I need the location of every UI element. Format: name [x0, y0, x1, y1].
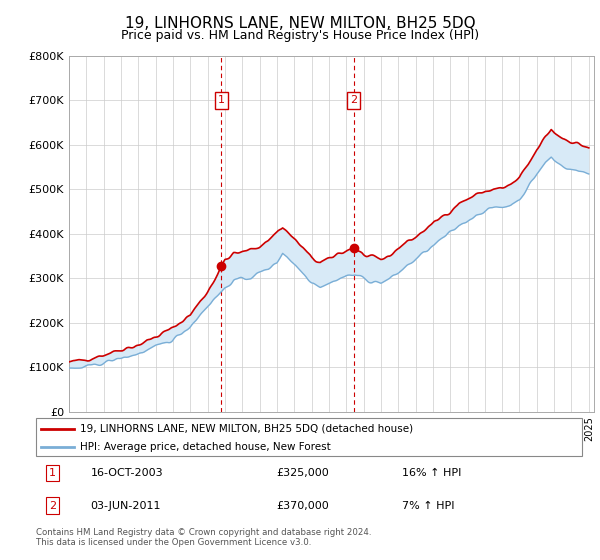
Text: Contains HM Land Registry data © Crown copyright and database right 2024.
This d: Contains HM Land Registry data © Crown c… [36, 528, 371, 547]
Text: 19, LINHORNS LANE, NEW MILTON, BH25 5DQ: 19, LINHORNS LANE, NEW MILTON, BH25 5DQ [125, 16, 475, 31]
Text: 1: 1 [49, 468, 56, 478]
Text: £370,000: £370,000 [276, 501, 329, 511]
Text: HPI: Average price, detached house, New Forest: HPI: Average price, detached house, New … [80, 442, 331, 452]
Text: 16-OCT-2003: 16-OCT-2003 [91, 468, 163, 478]
Text: 03-JUN-2011: 03-JUN-2011 [91, 501, 161, 511]
Text: £325,000: £325,000 [276, 468, 329, 478]
Text: 1: 1 [218, 95, 225, 105]
FancyBboxPatch shape [36, 418, 582, 456]
Text: 16% ↑ HPI: 16% ↑ HPI [402, 468, 461, 478]
Text: 19, LINHORNS LANE, NEW MILTON, BH25 5DQ (detached house): 19, LINHORNS LANE, NEW MILTON, BH25 5DQ … [80, 424, 413, 434]
Text: 2: 2 [350, 95, 357, 105]
Text: Price paid vs. HM Land Registry's House Price Index (HPI): Price paid vs. HM Land Registry's House … [121, 29, 479, 42]
Text: 2: 2 [49, 501, 56, 511]
Text: 7% ↑ HPI: 7% ↑ HPI [402, 501, 454, 511]
